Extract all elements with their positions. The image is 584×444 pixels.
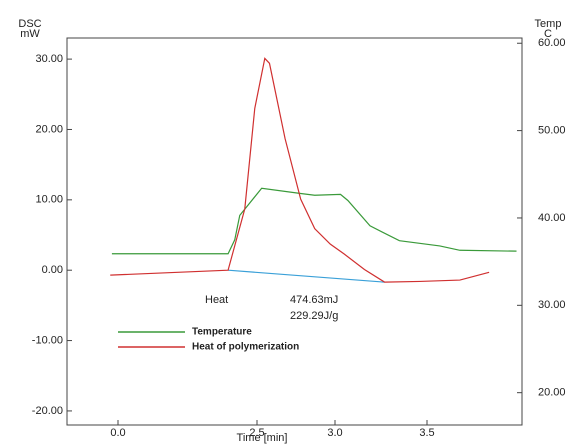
baseline: [228, 269, 385, 283]
annotation: Heat: [205, 294, 228, 306]
y2-tick-label: 40.00: [538, 212, 566, 224]
y-tick-label: -20.00: [32, 405, 63, 417]
y2-tick-label: 30.00: [538, 299, 566, 311]
y2-tick-label: 20.00: [538, 387, 566, 399]
legend-label: Temperature: [192, 327, 252, 338]
y-axis-label: DSC: [18, 18, 41, 30]
line-series: [111, 187, 517, 255]
y-tick-label: 0.00: [42, 264, 63, 276]
x-tick-label: 2.5: [249, 427, 264, 439]
line-series: [110, 57, 490, 283]
y-tick-label: 20.00: [35, 123, 63, 135]
x-axis-label: Time [min]: [237, 432, 288, 444]
y2-tick-label: 50.00: [538, 125, 566, 137]
y-tick-label: -10.00: [32, 334, 63, 346]
y2-tick-label: 60.00: [538, 37, 566, 49]
y-tick-label: 10.00: [35, 194, 63, 206]
x-tick-label: 3.5: [419, 427, 434, 439]
annotation: 474.63mJ: [290, 294, 338, 306]
annotation: 229.29J/g: [290, 310, 338, 322]
x-tick-label: 0.0: [110, 427, 125, 439]
plot-frame: [66, 37, 523, 426]
legend-label: Heat of polymerization: [192, 342, 299, 353]
x-tick-label: 3.0: [327, 427, 342, 439]
y-axis-unit: mW: [20, 28, 40, 40]
y2-axis-unit: C: [544, 28, 552, 40]
y-tick-label: 30.00: [35, 53, 63, 65]
y2-axis-label: Temp: [535, 18, 562, 30]
